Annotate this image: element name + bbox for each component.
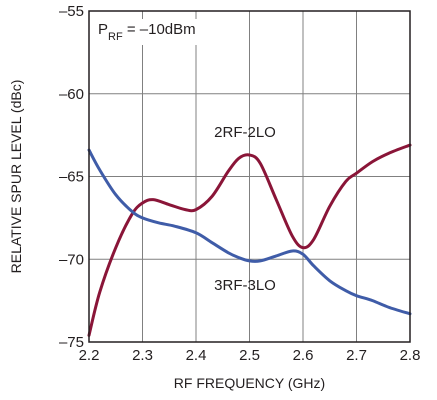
y-tick-labels: –55 –60 –65 –70 –75 [59, 3, 84, 351]
x-tick-label: 2.3 [132, 347, 153, 364]
y-tick-label: –60 [59, 86, 84, 103]
series-label-3rf-3lo: 3RF-3LO [214, 277, 276, 294]
series-line-3rf-3lo [87, 148, 412, 316]
x-tick-label: 2.7 [346, 347, 367, 364]
x-tick-labels: 2.2 2.3 2.4 2.5 2.6 2.7 2.8 [79, 347, 421, 364]
plot-frame [88, 10, 411, 343]
x-axis-title: RF FREQUENCY (GHz) [174, 375, 325, 391]
y-tick-label: –65 [59, 169, 84, 186]
condition-subscript: RF [108, 31, 123, 43]
series-line-2rf-2lo [87, 143, 412, 337]
y-tick-label: –55 [59, 3, 84, 20]
x-tick-label: 2.2 [79, 347, 100, 364]
x-tick-label: 2.8 [400, 347, 421, 364]
condition-label-group: PRF = –10dBm [94, 19, 200, 45]
condition-label-background [94, 19, 200, 45]
x-tick-label: 2.6 [293, 347, 314, 364]
grid-lines [89, 11, 410, 342]
series-label-2rf-2lo: 2RF-2LO [214, 124, 276, 141]
condition-prefix: P [98, 21, 108, 38]
y-tick-label: –70 [59, 251, 84, 268]
condition-suffix: = –10dBm [123, 21, 196, 38]
y-axis-title: RELATIVE SPUR LEVEL (dBc) [8, 80, 24, 274]
series-layer [87, 143, 412, 337]
y-tick-label: –75 [59, 334, 84, 351]
x-tick-label: 2.4 [186, 347, 207, 364]
condition-label: PRF = –10dBm [98, 21, 196, 43]
x-tick-label: 2.5 [239, 347, 260, 364]
